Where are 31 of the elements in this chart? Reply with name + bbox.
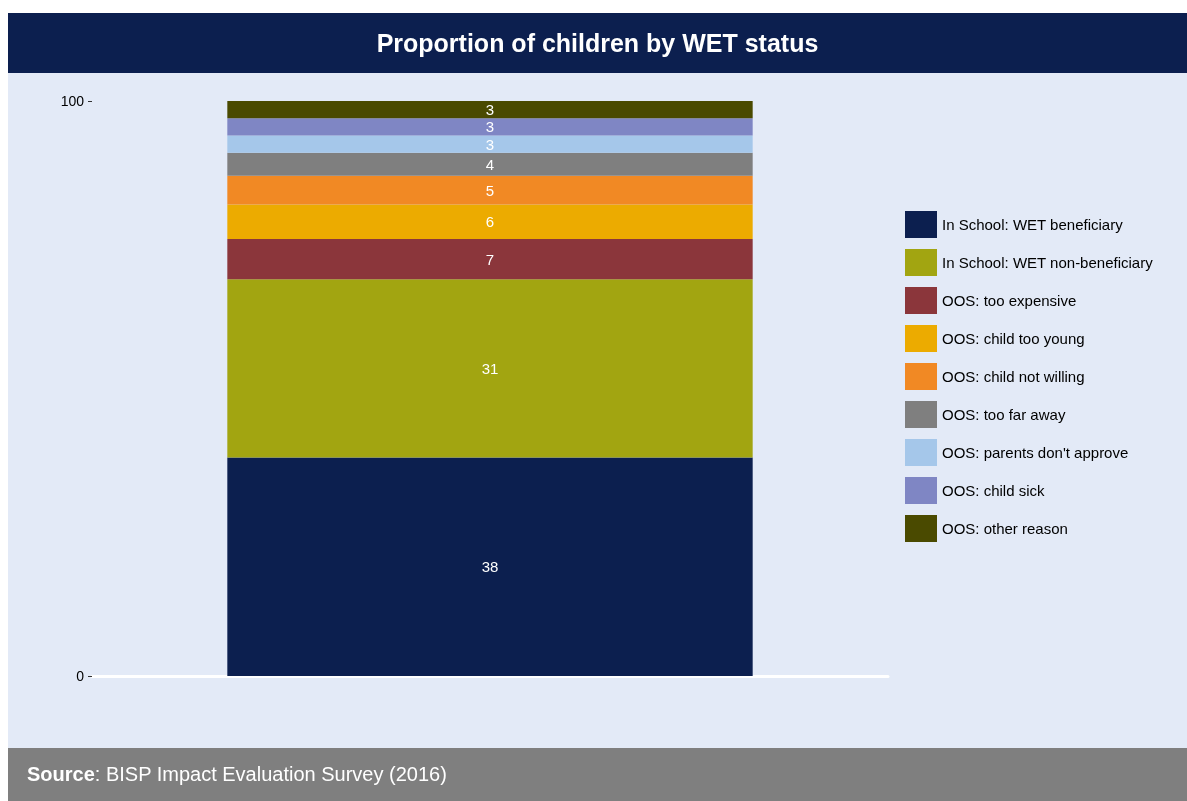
bar	[227, 204, 753, 239]
legend-label: OOS: parents don't approve	[942, 444, 1129, 461]
y-tick-label: 100	[60, 93, 85, 109]
legend-label: In School: WET beneficiary	[942, 216, 1124, 233]
legend-label: OOS: too expensive	[942, 292, 1077, 309]
legend-label: OOS: other reason	[942, 520, 1068, 537]
legend-label: OOS: child too young	[942, 330, 1085, 347]
legend-label: OOS: child not willing	[942, 368, 1085, 385]
bar	[227, 101, 753, 119]
source-note: Source: BISP Impact Evaluation Survey (2016)	[27, 763, 448, 786]
data-label: 6	[485, 213, 495, 231]
y-tick-label: 0	[76, 668, 85, 684]
bar	[227, 152, 753, 176]
bar	[227, 135, 753, 153]
data-label: 4	[485, 155, 495, 173]
data-label: 31	[481, 359, 499, 377]
bar	[227, 175, 753, 205]
bar	[227, 457, 753, 676]
data-label: 7	[485, 250, 495, 268]
data-label: 3	[485, 135, 495, 153]
legend-label: OOS: child sick	[942, 482, 1046, 499]
data-label: 3	[485, 101, 495, 119]
bar	[227, 118, 753, 136]
chart-title: Proportion of children by WET status	[8, 13, 1187, 73]
data-label: 3	[485, 118, 495, 136]
data-label: 38	[481, 558, 499, 576]
bar	[227, 239, 753, 280]
legend-label: OOS: too far away	[942, 406, 1066, 423]
bar	[227, 279, 753, 458]
data-label: 5	[485, 181, 495, 199]
legend-label: In School: WET non-beneficiary	[942, 254, 1154, 271]
